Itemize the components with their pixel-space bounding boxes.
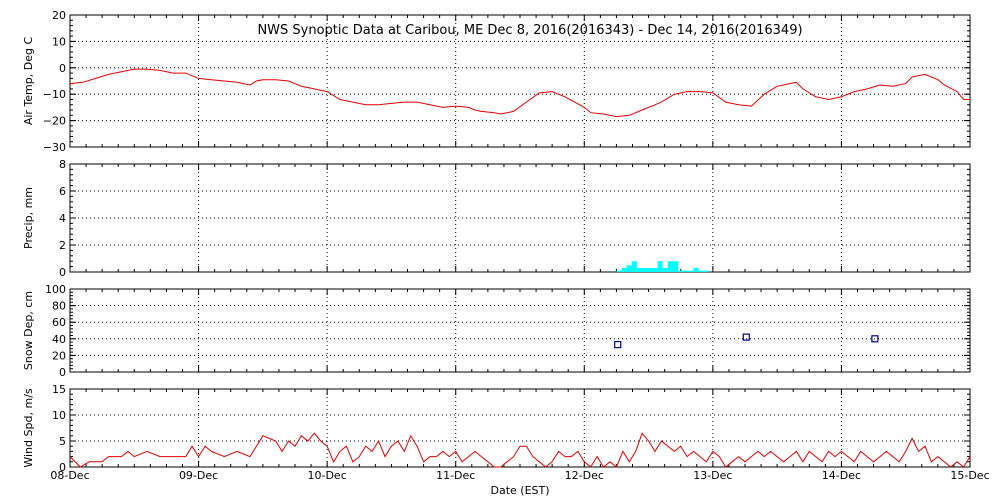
snow-point [742, 333, 750, 341]
panel-frame [69, 388, 971, 468]
precip-bar [662, 267, 668, 272]
panel-4: 15 10 5 0 Wind Spd, m/s [22, 383, 971, 474]
y-tick-label: 0 [59, 62, 66, 75]
precip-bar [703, 270, 709, 272]
y-tick-label: 8 [59, 158, 66, 171]
y-tick-label: 100 [45, 283, 66, 296]
x-tick-label: 14-Dec [822, 469, 861, 482]
y-tick-label: 5 [59, 435, 66, 448]
y-tick-label: 80 [52, 300, 66, 313]
x-tick-label: 15-Dec [950, 469, 989, 482]
precip-bar [616, 270, 622, 272]
y-tick-label: 40 [52, 333, 66, 346]
precip-bar [673, 261, 679, 272]
precip-bar [637, 267, 643, 272]
y-tick-label: 0 [59, 366, 66, 379]
precip-bar [626, 265, 632, 272]
precip-bar [657, 261, 663, 272]
precip-bar [647, 267, 653, 272]
y-tick-label: 0 [59, 266, 66, 279]
panel-2: 8 6 4 2 0 Precip, mm [22, 158, 971, 279]
precip-bar [631, 261, 637, 272]
x-axis-label: Date (EST) [490, 484, 549, 497]
y-tick-label: −20 [43, 115, 66, 128]
y-tick-label: 20 [52, 9, 66, 22]
y-tick-label: −10 [43, 88, 66, 101]
precip-bar [698, 270, 704, 272]
panel-frame [69, 288, 971, 373]
y-axis-label: Air Temp, Deg C [22, 37, 35, 126]
y-tick-label: 20 [52, 349, 66, 362]
y-axis-label: Precip, mm [22, 187, 35, 249]
snow-point [614, 341, 622, 349]
precip-bar [688, 270, 694, 272]
precip-bar [652, 267, 658, 272]
y-tick-label: 6 [59, 185, 66, 198]
precip-bar [642, 267, 648, 272]
y-tick-label: 4 [59, 212, 66, 225]
y-tick-label: 2 [59, 239, 66, 252]
x-tick-label: 12-Dec [565, 469, 604, 482]
precip-bar [667, 261, 673, 272]
precip-bar [621, 267, 627, 272]
x-tick-label: 08-Dec [50, 469, 89, 482]
panel-1: 20 10 0 −10 −20 −30 Air Temp, Deg C [22, 9, 971, 154]
x-tick-label: 10-Dec [308, 469, 347, 482]
chart-title: NWS Synoptic Data at Caribou, ME Dec 8, … [257, 23, 802, 38]
y-tick-label: 10 [52, 409, 66, 422]
y-tick-label: 60 [52, 316, 66, 329]
x-tick-label: 09-Dec [179, 469, 218, 482]
y-axis-label: Snow Dep, cm [22, 291, 35, 370]
panel-3: 100 80 60 40 20 0 Snow Dep, cm [22, 283, 971, 379]
y-tick-label: −30 [43, 141, 66, 154]
precip-bar [683, 270, 689, 272]
x-tick-label: 11-Dec [436, 469, 475, 482]
precip-bar [678, 270, 684, 272]
series-line [69, 68, 970, 118]
y-axis-label: Wind Spd, m/s [22, 388, 35, 468]
series-line [69, 432, 971, 468]
y-tick-label: 15 [52, 383, 66, 396]
precip-bar [693, 267, 699, 272]
snow-point [871, 335, 879, 343]
y-tick-label: 10 [52, 35, 66, 48]
y-tick-label: 0 [59, 461, 66, 474]
x-tick-label: 13-Dec [693, 469, 732, 482]
